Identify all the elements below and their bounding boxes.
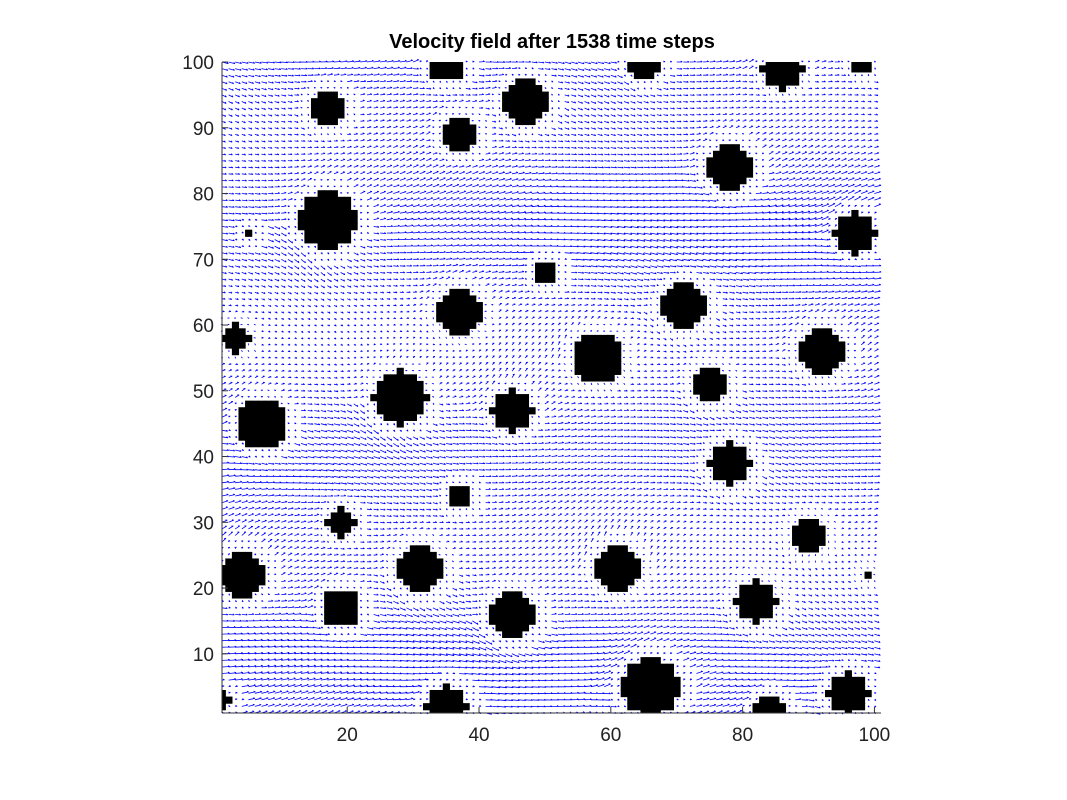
obstacle — [824, 670, 872, 713]
y-tick-label: 100 — [182, 53, 214, 74]
obstacle — [535, 262, 556, 283]
obstacle — [732, 578, 780, 625]
obstacle — [627, 62, 661, 80]
obstacle — [574, 334, 622, 382]
obstacle — [693, 367, 727, 402]
obstacle — [706, 440, 754, 487]
obstacle — [449, 486, 470, 507]
obstacle — [222, 689, 233, 711]
obstacle — [238, 400, 286, 448]
obstacle — [594, 545, 642, 592]
y-tick-label: 30 — [193, 513, 214, 534]
obstacle — [222, 551, 266, 599]
obstacle — [442, 117, 477, 152]
y-tick-label: 40 — [193, 448, 214, 469]
obstacle — [864, 571, 872, 579]
obstacle — [370, 367, 431, 428]
obstacle — [660, 282, 707, 329]
obstacle — [620, 657, 681, 713]
velocity-arrows — [220, 59, 882, 715]
x-tick-label: 20 — [337, 725, 358, 746]
obstacle — [436, 288, 483, 336]
obstacle — [488, 387, 536, 435]
obstacles — [222, 62, 879, 713]
y-tick-label: 50 — [193, 382, 214, 403]
y-tick-label: 70 — [193, 250, 214, 271]
obstacle — [310, 91, 345, 126]
x-tick-label: 80 — [732, 725, 753, 746]
obstacle — [222, 321, 253, 356]
obstacle — [324, 591, 358, 625]
y-tick-label: 80 — [193, 185, 214, 206]
obstacle — [798, 328, 846, 375]
obstacle — [706, 144, 754, 191]
obstacle — [297, 190, 358, 251]
obstacle — [245, 229, 253, 237]
obstacle — [792, 519, 826, 553]
obstacle — [324, 505, 358, 540]
obstacle — [831, 209, 879, 257]
axes: 20 40 60 80 100 10 20 30 40 50 60 70 80 90 100 — [182, 53, 890, 746]
obstacle — [752, 696, 787, 713]
obstacle — [422, 683, 470, 713]
x-tick-label: 40 — [468, 725, 489, 746]
y-tick-label: 10 — [193, 645, 214, 666]
obstacle — [851, 62, 872, 73]
x-tick-label: 60 — [600, 725, 621, 746]
obstacle — [502, 78, 549, 126]
obstacle — [396, 545, 444, 592]
obstacle — [488, 591, 536, 638]
y-tick-label: 60 — [193, 316, 214, 337]
chart-title: Velocity field after 1538 time steps — [389, 31, 715, 53]
y-tick-label: 20 — [193, 579, 214, 600]
obstacle — [759, 62, 806, 93]
y-tick-label: 90 — [193, 119, 214, 140]
velocity-vector — [220, 59, 882, 715]
obstacle — [429, 62, 464, 80]
x-tick-label: 100 — [859, 725, 891, 746]
